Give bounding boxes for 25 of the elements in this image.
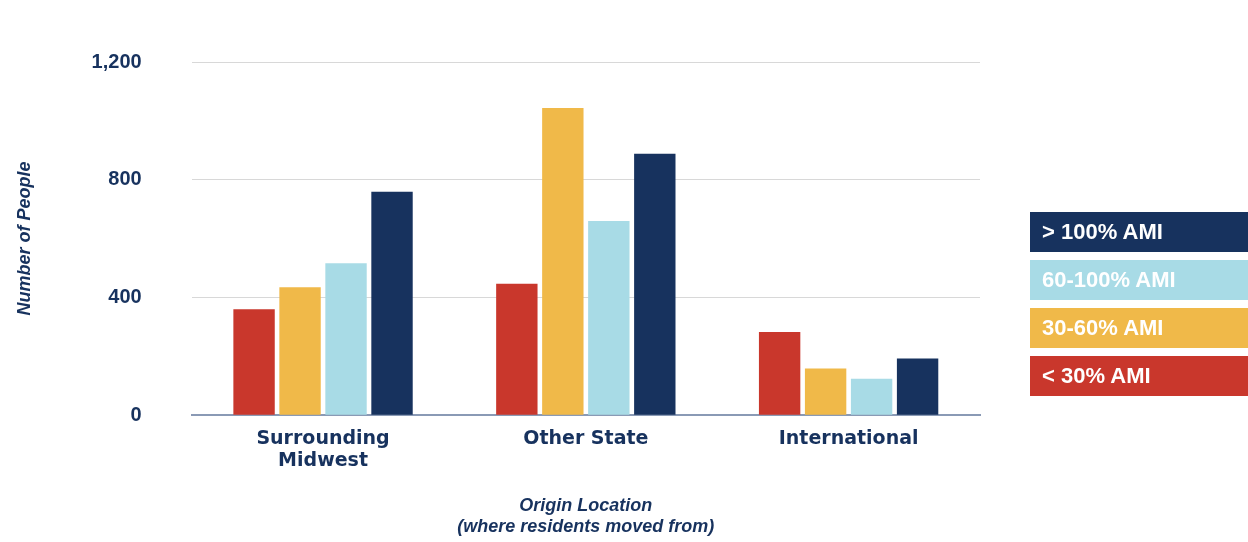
y-tick-label: 800 — [108, 167, 142, 190]
bar — [233, 309, 275, 415]
y-tick-label: 0 — [130, 402, 142, 425]
y-tick-label: 400 — [108, 284, 142, 307]
bar — [896, 358, 939, 415]
bar — [804, 368, 847, 415]
bar — [588, 220, 630, 415]
bar — [634, 153, 676, 415]
bar — [850, 378, 893, 415]
text: 60-100% AMI — [1030, 260, 1248, 300]
text: < 30% AMI — [1030, 356, 1248, 396]
x-axis-title: Origin Location (where residents moved from) — [457, 494, 715, 537]
bar — [325, 263, 367, 415]
bar — [758, 331, 801, 415]
y-axis-title: Number of People — [13, 161, 34, 316]
y-tick-label: 1,200 — [91, 49, 142, 72]
bar — [542, 107, 584, 415]
x-tick-label: International — [778, 425, 919, 448]
bar — [371, 191, 413, 415]
x-tick-label: Other State — [523, 425, 649, 448]
x-tick-label: Surrounding Midwest — [256, 425, 390, 471]
text: > 100% AMI — [1030, 212, 1248, 252]
bar — [279, 287, 321, 415]
text: 30-60% AMI — [1030, 308, 1248, 348]
bar — [496, 283, 538, 415]
